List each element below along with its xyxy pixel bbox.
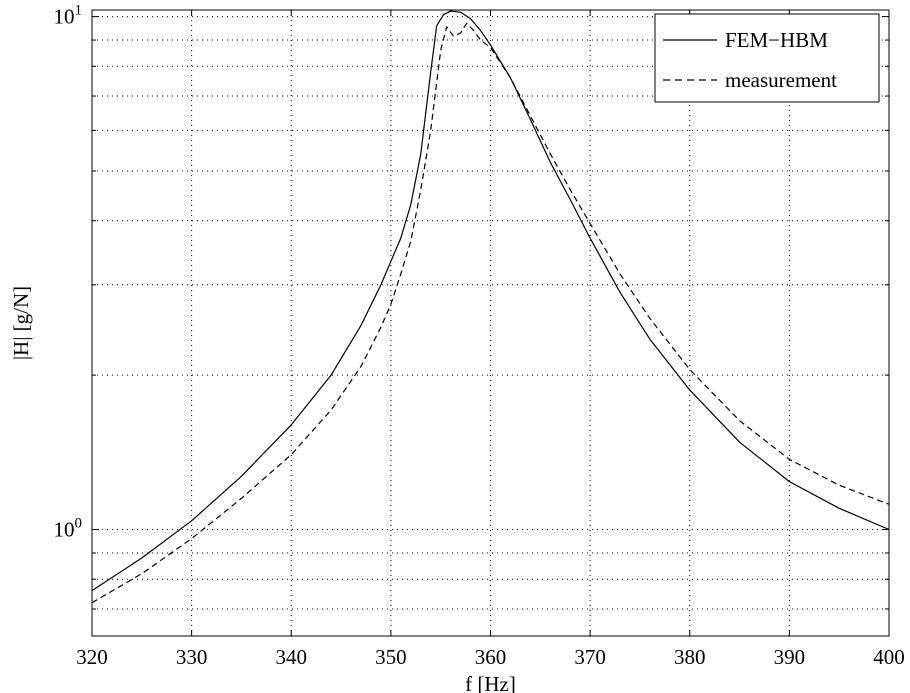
legend: FEM−HBM measurement	[654, 13, 880, 103]
x-tick-label: 370	[574, 645, 606, 669]
x-tick-label: 390	[774, 645, 806, 669]
x-tick-label: 400	[873, 645, 905, 669]
y-tick-label: 101	[54, 3, 83, 29]
legend-box	[654, 13, 880, 103]
x-tick-label: 330	[176, 645, 208, 669]
x-tick-label: 350	[375, 645, 407, 669]
series-line-fem-hbm	[91, 10, 890, 592]
series-line-measurement	[91, 22, 890, 604]
tick-layer: 320 330 340 350 360 370 380 390 400 100 101	[54, 3, 905, 669]
x-tick-label: 380	[674, 645, 706, 669]
y-axis-label: |H| [g/N]	[9, 286, 33, 360]
x-tick-label: 320	[76, 645, 108, 669]
legend-label: FEM−HBM	[725, 28, 828, 52]
x-tick-label: 340	[276, 645, 308, 669]
legend-label: measurement	[725, 68, 837, 92]
x-axis-label: f [Hz]	[465, 672, 516, 693]
series-layer	[91, 10, 890, 604]
x-tick-label: 360	[475, 645, 507, 669]
y-tick-label: 100	[54, 516, 83, 542]
